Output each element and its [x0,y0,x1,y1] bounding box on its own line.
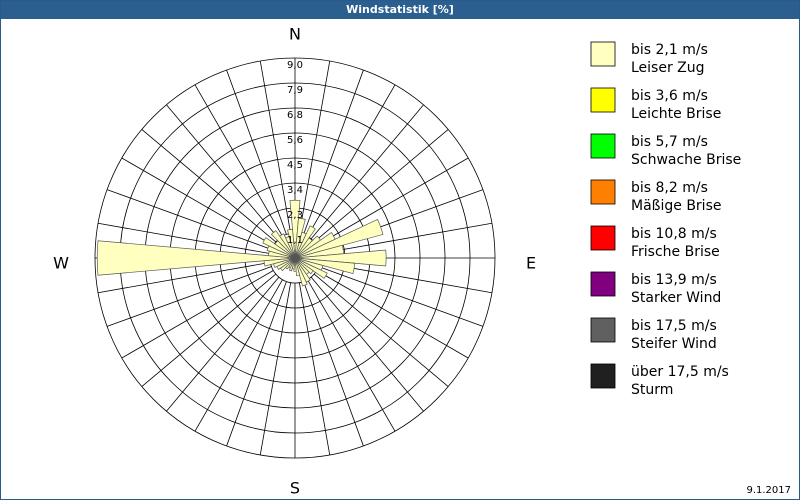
compass-label: N [289,25,301,44]
wind-sector [279,233,296,259]
spoke [141,273,277,387]
spoke [106,266,272,327]
spoke [226,281,287,447]
spoke [121,157,274,246]
legend-description: Steifer Wind [631,336,717,352]
wind-sector [294,257,314,275]
legend-label: bis 10,8 m/s [631,226,717,242]
legend-label: bis 5,7 m/s [631,134,708,150]
spoke [226,69,287,235]
spoke [298,282,331,456]
spoke [318,266,484,327]
spoke [97,261,271,294]
legend-description: Starker Wind [631,290,721,306]
spoke [307,279,396,432]
legend-swatch [590,225,616,251]
legend-label: über 17,5 m/s [631,364,729,380]
spoke [141,129,277,243]
r-tick-label: 7,9 [287,85,303,96]
spoke [307,84,396,237]
r-tick-label: 3,4 [287,185,303,196]
legend-swatch [590,363,616,389]
compass-label: E [526,254,536,273]
wind-sector [287,228,296,259]
spoke [259,282,292,456]
r-tick-label: 5,6 [287,135,303,146]
spoke [310,104,424,240]
wind-sector [262,237,296,259]
legend-label: bis 13,9 m/s [631,272,717,288]
spoke [121,270,274,359]
wind-sector [294,219,384,259]
wind-sector [294,249,387,267]
wind-sector [294,257,308,287]
legend-description: Frische Brise [631,244,720,260]
spoke [298,60,331,234]
wind-sector [96,240,296,276]
r-tick-label: 4,5 [287,160,303,171]
legend-description: Leichte Brise [631,106,721,122]
spoke [194,279,283,432]
legend-swatch [590,317,616,343]
legend-description: Mäßige Brise [631,198,721,214]
compass-label: S [290,479,300,498]
legend-description: Schwache Brise [631,152,741,168]
wind-sector [294,257,301,277]
legend-swatch [590,41,616,67]
spoke [316,157,469,246]
legend-swatch [590,271,616,297]
r-tick-label: 6,8 [287,110,303,121]
spoke [303,281,364,447]
wind-sector [294,225,316,259]
spoke [313,129,449,243]
legend-label: bis 2,1 m/s [631,42,708,58]
legend-label: bis 3,6 m/s [631,88,708,104]
spoke [303,69,364,235]
legend-swatch [590,133,616,159]
legend-label: bis 8,2 m/s [631,180,708,196]
r-tick-label: 2,3 [287,210,303,221]
wind-sector [289,199,301,259]
spoke [259,60,292,234]
spoke [166,276,280,412]
legend-description: Leiser Zug [631,60,705,76]
r-tick-label: 1,1 [287,235,303,246]
spoke [106,189,272,250]
spoke [194,84,283,237]
legend-label: bis 17,5 m/s [631,318,717,334]
date-label: 9.1.2017 [746,485,791,496]
spoke [313,273,449,387]
spoke [310,276,424,412]
title-bar: Windstatistik [%] [1,1,799,19]
legend-swatch [590,179,616,205]
spoke [166,104,280,240]
r-tick-label: 9,0 [287,60,303,71]
wind-sector [270,230,296,259]
legend-swatch [590,87,616,113]
compass-label: W [53,254,69,273]
legend-description: Sturm [631,382,673,398]
spoke [319,222,493,255]
wind-sector [294,257,328,279]
spoke [316,270,469,359]
spoke [97,222,271,255]
